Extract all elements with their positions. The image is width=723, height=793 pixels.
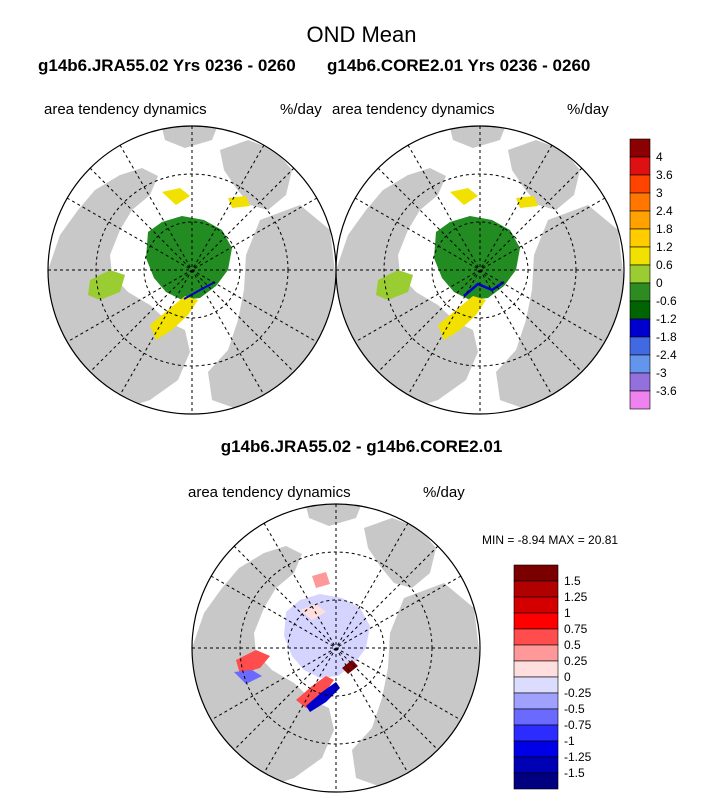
left-units-label: %/day: [280, 101, 322, 118]
top-colorbar-swatch: [629, 264, 651, 284]
diff-colorbar-swatch: [513, 676, 559, 694]
diff-colorbar-label: 0: [564, 670, 571, 684]
top-colorbar-swatch: [629, 210, 651, 230]
left-variable-label: area tendency dynamics: [44, 101, 207, 118]
diff-patch-pos-3: [236, 650, 270, 674]
diff-units-label: %/day: [423, 484, 465, 501]
diff-colorbar-swatch: [513, 580, 559, 598]
right-units-label: %/day: [567, 101, 609, 118]
right-ice-edge-positive: [438, 296, 486, 340]
diff-polar-map: [191, 503, 481, 793]
top-colorbar-label: -1.8: [656, 330, 677, 344]
right-ice-edge-positive-2: [376, 270, 413, 300]
top-colorbar-swatch: [629, 174, 651, 194]
top-colorbar-swatch: [629, 138, 651, 158]
diff-graticule: [192, 504, 480, 792]
top-colorbar: 4 3.6 3 2.4 1.8 1.2 0.6 0 -0.6 -1.2 -1.8 -2.4 -3 -3.6: [629, 138, 677, 410]
diff-colorbar-label: -0.5: [564, 702, 585, 716]
left-ice-edge-positive-4: [228, 196, 250, 208]
diff-colorbar-label: 1.25: [564, 590, 588, 604]
right-ice-edge-positive-3: [450, 188, 478, 205]
top-colorbar-label: -3: [656, 366, 667, 380]
diff-colorbar: 1.5 1.25 1 0.75 0.5 0.25 0 -0.25 -0.5 -0.75 -1 -1.2…: [513, 564, 592, 790]
top-colorbar-swatch: [629, 282, 651, 302]
diff-colorbar-label: 1.5: [564, 574, 581, 588]
top-colorbar-swatch: [629, 156, 651, 176]
top-colorbar-swatch: [629, 192, 651, 212]
diff-patch-pos-1: [300, 604, 326, 620]
diff-colorbar-swatch: [513, 740, 559, 758]
diff-colorbar-swatch: [513, 756, 559, 774]
diff-patch-pos-4: [342, 660, 358, 674]
top-colorbar-swatch: [629, 228, 651, 248]
left-polar-map: [47, 125, 337, 415]
left-ice-interior: [146, 216, 232, 300]
top-colorbar-swatch: [629, 354, 651, 374]
diff-colorbar-label: 1: [564, 606, 571, 620]
diff-colorbar-swatch: [513, 660, 559, 678]
diff-patch-neg-2: [234, 670, 262, 684]
left-ice-edge-positive-2: [88, 270, 125, 300]
top-colorbar-swatch: [629, 318, 651, 338]
left-ice-edge-negative: [183, 281, 216, 300]
top-colorbar-label: -3.6: [656, 384, 677, 398]
left-case-title: g14b6.JRA55.02 Yrs 0236 - 0260: [38, 56, 296, 75]
left-ice-edge-positive-3: [162, 188, 190, 205]
diff-variable-label: area tendency dynamics: [188, 484, 351, 501]
diff-patch-pos-5: [312, 572, 330, 588]
diff-colorbar-label: -1.5: [564, 766, 585, 780]
diff-colorbar-label: -0.75: [564, 718, 592, 732]
diff-colorbar-swatch: [513, 596, 559, 614]
diff-min-max: MIN = -8.94 MAX = 20.81: [482, 533, 619, 547]
diff-ice-interior: [284, 594, 370, 678]
top-colorbar-swatch: [629, 390, 651, 410]
top-colorbar-swatch: [629, 372, 651, 392]
top-colorbar-swatch: [629, 246, 651, 266]
top-colorbar-label: 3.6: [656, 168, 673, 182]
diff-colorbar-label: 0.75: [564, 622, 588, 636]
top-colorbar-swatch: [629, 300, 651, 320]
top-colorbar-label: 1.2: [656, 240, 673, 254]
diff-colorbar-label: 0.5: [564, 638, 581, 652]
diff-land: [192, 504, 480, 788]
right-case-title: g14b6.CORE2.01 Yrs 0236 - 0260: [327, 56, 591, 75]
diff-colorbar-swatch: [513, 564, 559, 582]
top-colorbar-swatch: [629, 336, 651, 356]
top-colorbar-label: 3: [656, 186, 663, 200]
diff-colorbar-label: -1: [564, 734, 575, 748]
top-colorbar-label: 0: [656, 276, 663, 290]
right-map-border: [335, 125, 625, 415]
diff-colorbar-swatch: [513, 644, 559, 662]
diff-title: g14b6.JRA55.02 - g14b6.CORE2.01: [220, 437, 503, 456]
right-ice-edge-negative: [463, 280, 505, 297]
diff-colorbar-swatch: [513, 612, 559, 630]
diff-colorbar-swatch: [513, 724, 559, 742]
left-ice-edge-positive: [150, 296, 198, 340]
top-colorbar-label: -0.6: [656, 294, 677, 308]
top-colorbar-label: -1.2: [656, 312, 677, 326]
diff-patch-neg-1: [306, 682, 340, 712]
top-colorbar-label: 0.6: [656, 258, 673, 272]
right-ice-edge-positive-4: [516, 196, 538, 208]
top-colorbar-label: 1.8: [656, 222, 673, 236]
right-graticule: [336, 126, 624, 414]
diff-colorbar-swatch: [513, 708, 559, 726]
diff-colorbar-swatch: [513, 692, 559, 710]
top-colorbar-label: -2.4: [656, 348, 677, 362]
top-colorbar-label: 4: [656, 150, 663, 164]
diff-map-border: [191, 503, 481, 793]
right-ice-interior: [434, 216, 520, 300]
left-graticule: [48, 126, 336, 414]
figure-title: OND Mean: [306, 22, 417, 47]
diff-colorbar-label: -0.25: [564, 686, 592, 700]
diff-colorbar-swatch: [513, 772, 559, 790]
diff-colorbar-swatch: [513, 628, 559, 646]
top-colorbar-label: 2.4: [656, 204, 673, 218]
right-polar-map: [335, 125, 625, 415]
diff-colorbar-label: -1.25: [564, 750, 592, 764]
right-variable-label: area tendency dynamics: [332, 101, 495, 118]
diff-colorbar-label: 0.25: [564, 654, 588, 668]
